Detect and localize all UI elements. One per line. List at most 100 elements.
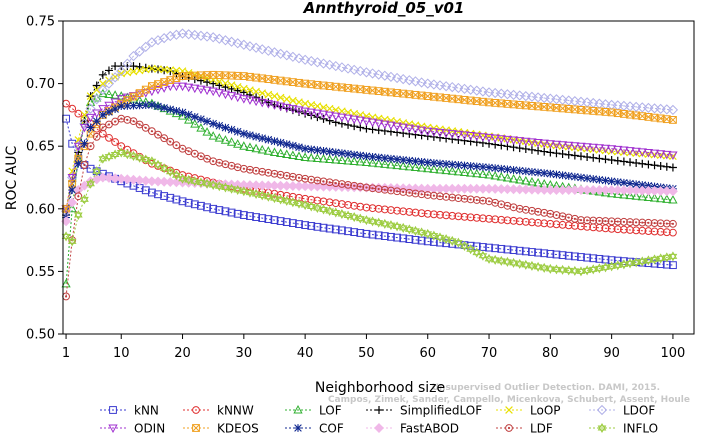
point-FastABOD-13 [134, 175, 145, 186]
point-ODIN-29 [233, 93, 243, 103]
point-ODIN-84 [570, 142, 580, 151]
point-LDOF-40 [300, 54, 311, 65]
point-ODIN-42 [312, 109, 323, 119]
point-LDF-77 [528, 206, 536, 215]
point-INFLO-70 [484, 253, 494, 264]
point-INFLO-17 [159, 163, 169, 174]
point-COF-27 [221, 123, 230, 132]
point-INFLO-84 [570, 265, 580, 276]
point-LOF-30 [239, 141, 249, 150]
point-kNN-77 [528, 248, 536, 256]
point-INFLO-37 [282, 195, 292, 206]
point-ODIN-81 [551, 140, 562, 150]
point-LOF-68 [472, 168, 482, 178]
point-COF-95 [638, 181, 647, 189]
point-kNN-38 [288, 219, 297, 227]
point-kNN-30 [239, 211, 248, 219]
point-LDOF-60 [422, 78, 433, 89]
point-kNNW-3 [74, 109, 83, 118]
point-kNN-27 [221, 207, 230, 216]
point-COF-49 [356, 151, 365, 160]
legend-item-kNN: kNN [100, 404, 159, 418]
point-COF-51 [368, 152, 377, 161]
point-kNNW-97 [650, 227, 659, 236]
point-ODIN-49 [355, 116, 365, 126]
point-kNN-34 [264, 215, 273, 223]
point-kNN-53 [380, 232, 389, 240]
point-COF-16 [154, 102, 162, 111]
point-INFLO-24 [202, 178, 212, 189]
point-ODIN-61 [429, 128, 439, 137]
point-LDF-52 [374, 185, 383, 193]
point-COF-83 [564, 172, 573, 180]
point-LDOF-51 [367, 68, 378, 79]
point-COF-71 [491, 164, 500, 173]
point-ODIN-39 [294, 106, 304, 115]
point-LDF-34 [264, 168, 273, 177]
point-LDOF-35 [269, 47, 280, 58]
point-ODIN-91 [613, 145, 623, 155]
point-LOF-98 [656, 193, 666, 203]
point-FastABOD-10 [116, 173, 127, 184]
point-COF-68 [472, 162, 481, 171]
point-kNN-24 [203, 203, 211, 212]
point-LoOP-29 [233, 83, 242, 91]
point-ODIN-65 [453, 130, 464, 140]
point-INFLO-11 [123, 149, 132, 160]
point-kNNW-96 [644, 227, 653, 235]
legend-marker-INFLO [597, 423, 607, 433]
point-ODIN-55 [392, 122, 402, 132]
point-kNN-73 [503, 245, 512, 254]
point-INFLO-95 [637, 256, 647, 267]
point-COF-20 [178, 108, 187, 117]
point-LDOF-38 [287, 51, 298, 62]
y-axis-label: ROC AUC [4, 145, 20, 210]
point-LOF-39 [294, 151, 304, 160]
point-INFLO-57 [404, 224, 414, 235]
axes: 1 10 20 30 40 50 60 70 80 90 100 0.50 0.55 0.60 0.65 0.… [26, 15, 695, 361]
point-LDF-50 [362, 183, 371, 192]
point-LoOP-26 [215, 77, 224, 86]
point-kNNW-65 [454, 212, 463, 221]
point-COF-61 [429, 159, 438, 167]
point-LoOP-42 [313, 102, 322, 110]
point-LDOF-31 [244, 41, 256, 52]
point-FastABOD-9 [110, 173, 121, 184]
point-ODIN-76 [521, 137, 531, 147]
point-kNNW-11 [123, 145, 132, 154]
point-ODIN-40 [300, 107, 310, 117]
point-LDF-89 [601, 217, 610, 225]
point-kNN-46 [338, 226, 346, 235]
point-COF-70 [485, 163, 493, 172]
point-LDF-97 [650, 219, 659, 227]
point-ODIN-26 [214, 89, 224, 98]
point-LDOF-46 [336, 62, 348, 73]
point-kNN-49 [356, 229, 365, 237]
point-LDF-19 [172, 141, 181, 150]
point-LoOP-15 [148, 64, 156, 73]
point-kNNW-79 [540, 219, 549, 228]
point-ODIN-71 [490, 134, 500, 144]
point-kNN-50 [362, 229, 371, 238]
point-kNN-54 [387, 232, 395, 241]
point-SimplifiedLOF-88 [595, 154, 604, 163]
point-ODIN-85 [576, 142, 586, 152]
point-LOF-25 [208, 131, 218, 140]
point-INFLO-3 [73, 210, 83, 221]
point-LDF-100 [669, 219, 677, 228]
point-COF-81 [552, 170, 561, 179]
point-ODIN-60 [423, 127, 433, 137]
point-LDOF-68 [471, 85, 482, 96]
point-COF-75 [515, 166, 524, 175]
point-LoOP-40 [301, 99, 309, 108]
point-COF-11 [123, 101, 132, 110]
point-LoOP-12 [129, 67, 138, 76]
point-LDF-51 [368, 184, 377, 193]
point-LDOF-26 [214, 33, 225, 44]
point-SimplifiedLOF-63 [442, 134, 451, 143]
point-kNNW-57 [405, 208, 414, 216]
legend-item-kNNW: kNNW [183, 404, 254, 418]
point-LOF-58 [410, 162, 421, 171]
point-kNN-86 [583, 253, 592, 262]
point-COF-29 [233, 127, 242, 136]
